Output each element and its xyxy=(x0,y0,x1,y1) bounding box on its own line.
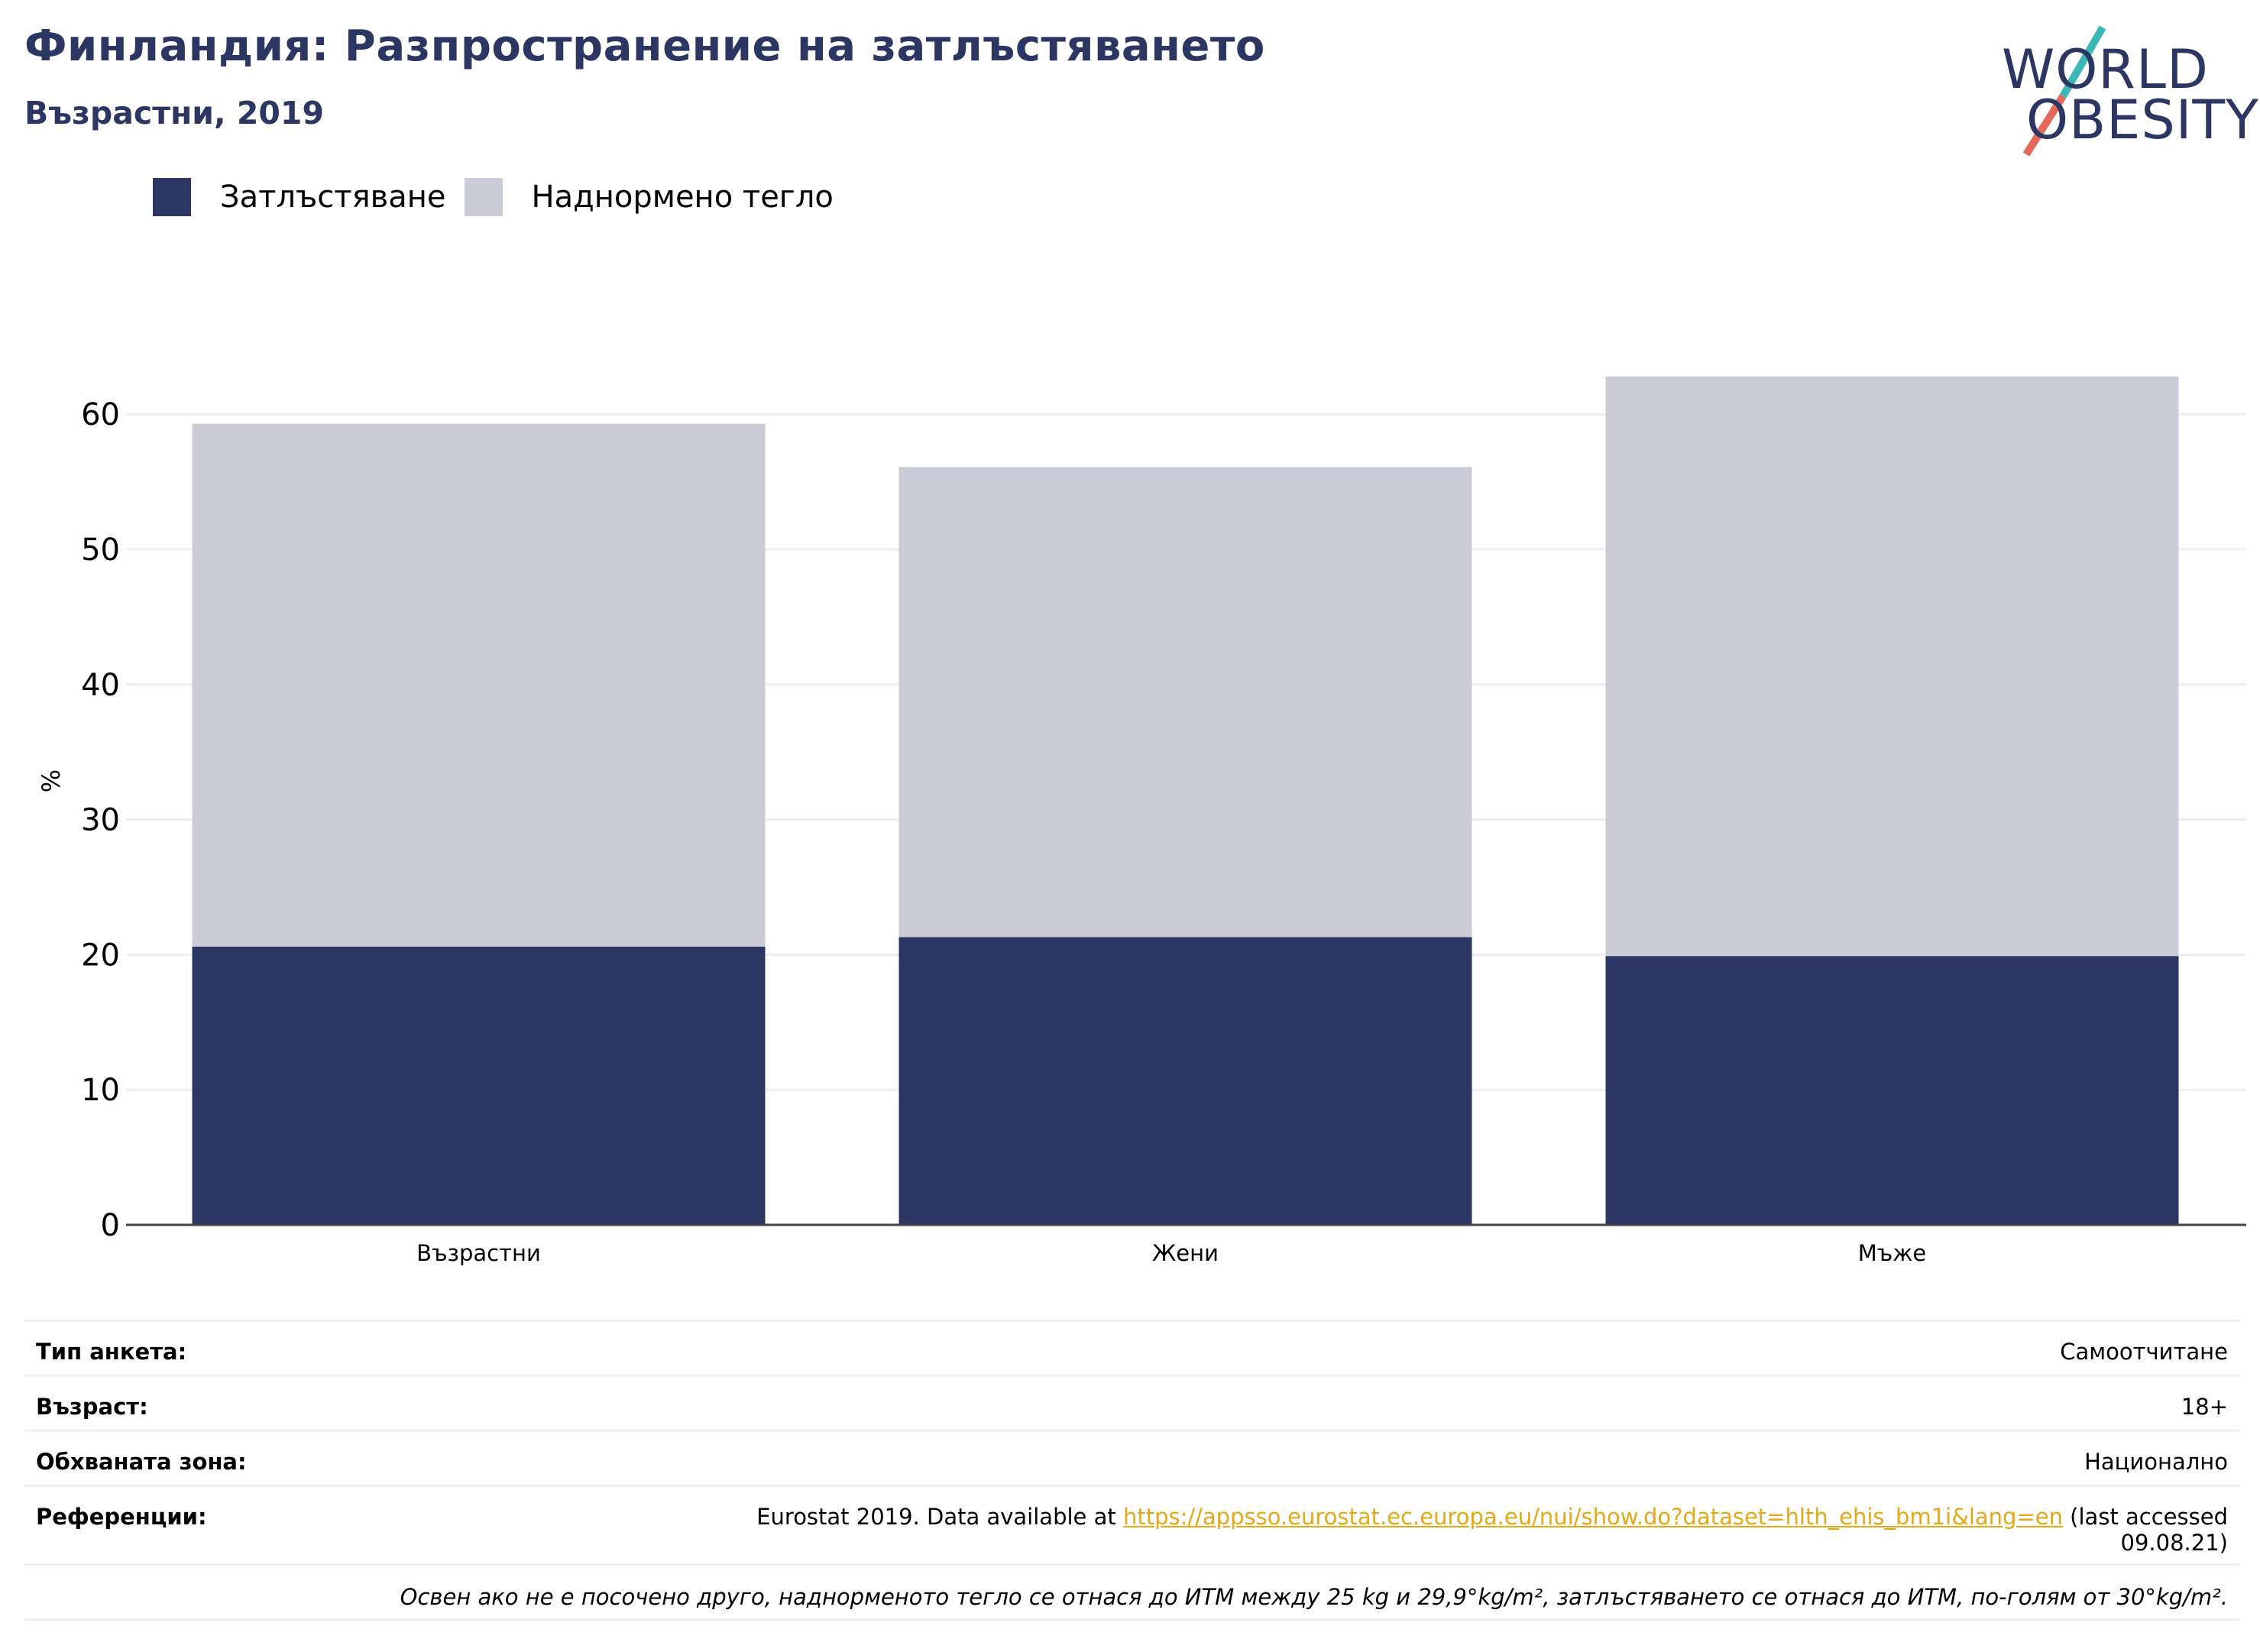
logo-word-obesity: OBESITY xyxy=(2026,89,2259,151)
y-tick-label: 20 xyxy=(81,938,120,973)
references-date: 09.08.21) xyxy=(2120,1530,2228,1556)
y-tick-label: 10 xyxy=(81,1073,120,1108)
legend-item-overweight[interactable]: Наднормено тегло xyxy=(464,178,834,216)
bar-obesity xyxy=(192,946,766,1225)
definition-note: Освен ако не е посочено друго, наднормен… xyxy=(400,1584,2228,1610)
world-obesity-logo: WORLD OBESITY xyxy=(2002,23,2258,160)
y-tick-label: 40 xyxy=(81,668,120,703)
legend-item-obesity[interactable]: Затлъстяване xyxy=(153,178,446,216)
logo-slash-icon xyxy=(2022,25,2106,157)
area-label: Обхваната зона: xyxy=(36,1449,247,1475)
chart-subtitle: Възрастни, 2019 xyxy=(24,95,324,131)
y-tick-label: 30 xyxy=(81,803,120,838)
age-label: Възраст: xyxy=(36,1394,148,1420)
info-row-area: Обхваната зона: Национално xyxy=(24,1430,2240,1485)
info-row-age: Възраст: 18+ xyxy=(24,1375,2240,1430)
chart-svg: 0 10 20 30 40 50 60% Възрастни Жени Мъже xyxy=(37,376,2246,1266)
x-tick-label: Мъже xyxy=(1858,1240,1926,1266)
survey-type-value: Самоотчитане xyxy=(2060,1339,2228,1365)
y-tick-label: 50 xyxy=(81,533,120,568)
logo-word-world: WORLD xyxy=(2002,38,2209,101)
y-tick-label: 60 xyxy=(81,397,120,432)
info-row-references: Референции: Eurostat 2019. Data availabl… xyxy=(24,1485,2240,1563)
x-tick-label: Възрастни xyxy=(416,1240,541,1266)
bar-obesity xyxy=(1605,956,2179,1225)
survey-type-label: Тип анкета: xyxy=(36,1339,187,1365)
chart-title: Финландия: Разпространение на затлъстява… xyxy=(24,21,1265,71)
references-suffix: (last accessed xyxy=(2062,1504,2228,1530)
legend-label-overweight: Наднормено тегло xyxy=(531,180,834,215)
legend-swatch-overweight xyxy=(464,178,503,216)
references-value: Eurostat 2019. Data available at https:/… xyxy=(756,1504,2240,1563)
references-prefix: Eurostat 2019. Data available at xyxy=(756,1504,1123,1530)
stacked-bar-chart: 0 10 20 30 40 50 60% Възрастни Жени Мъже xyxy=(37,376,2246,1266)
legend-swatch-obesity xyxy=(153,178,191,216)
bar-overweight xyxy=(898,467,1472,938)
chart-legend: Затлъстяване Наднормено тегло xyxy=(153,177,852,217)
age-value: 18+ xyxy=(2181,1394,2228,1420)
info-row-note: Освен ако не е посочено друго, наднормен… xyxy=(24,1563,2240,1618)
info-row-survey-type: Тип анкета: Самоотчитане xyxy=(24,1320,2240,1375)
references-link[interactable]: https://appsso.eurostat.ec.europa.eu/nui… xyxy=(1122,1504,2063,1530)
legend-label-obesity: Затлъстяване xyxy=(220,180,446,215)
info-table-bottom-border xyxy=(24,1618,2240,1621)
y-axis-label: % xyxy=(37,769,66,792)
bar-overweight xyxy=(1605,376,2179,957)
references-label: Референции: xyxy=(36,1504,207,1530)
bar-obesity xyxy=(898,937,1472,1225)
x-tick-label: Жени xyxy=(1152,1240,1219,1266)
y-tick-label: 0 xyxy=(101,1208,120,1243)
info-table: Тип анкета: Самоотчитане Възраст: 18+ Об… xyxy=(24,1320,2240,1621)
bar-overweight xyxy=(192,423,766,947)
area-value: Национално xyxy=(2084,1449,2228,1475)
